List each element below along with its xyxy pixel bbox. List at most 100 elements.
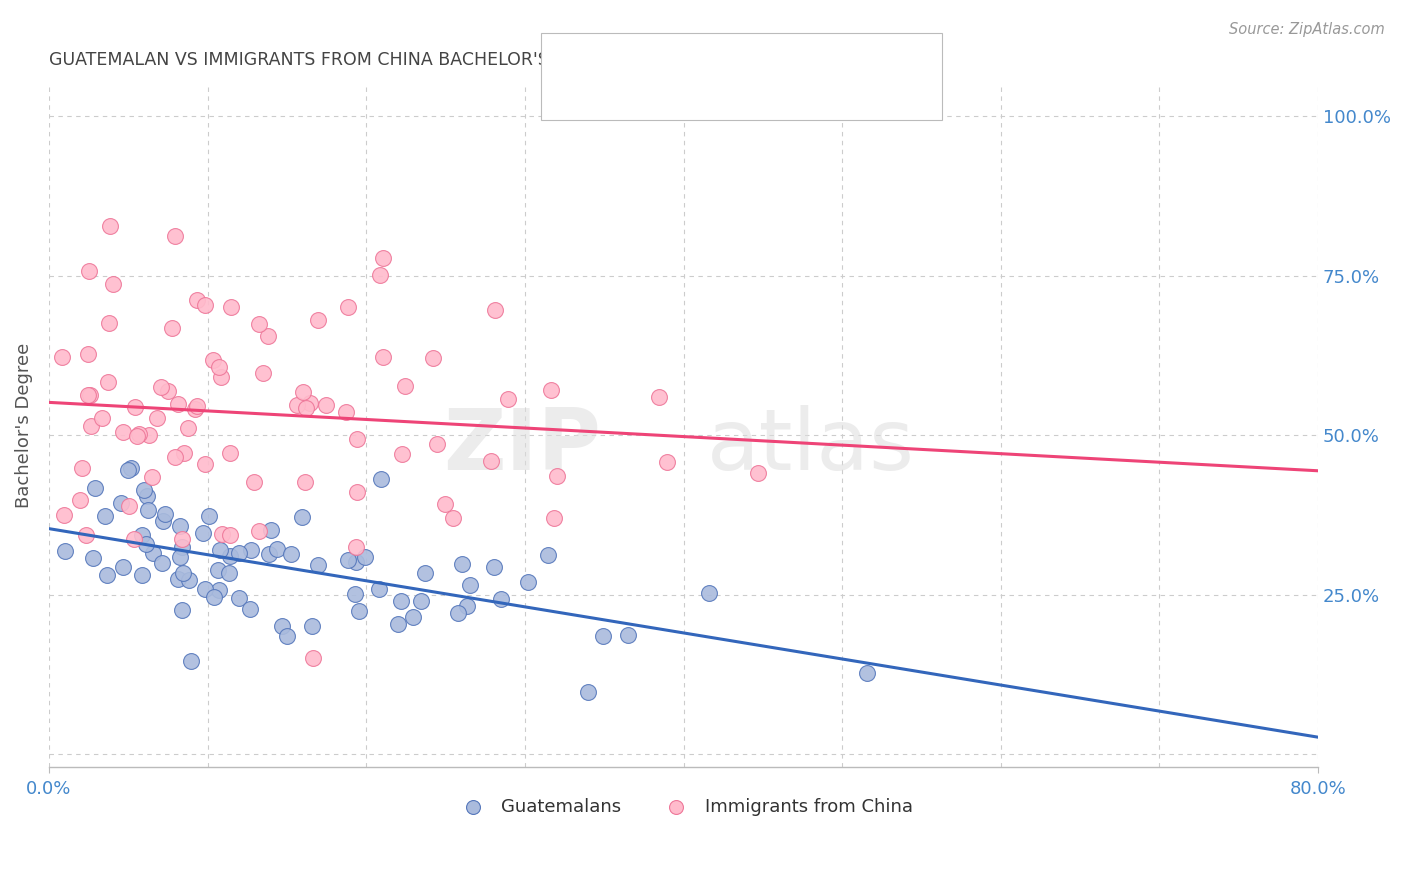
Point: [335, 405, 357, 419]
Point: [540, 383, 562, 397]
Point: [578, 685, 600, 699]
Point: [157, 384, 180, 398]
Text: atlas: atlas: [706, 405, 914, 488]
Point: [145, 410, 167, 425]
Point: [135, 490, 157, 504]
Point: [655, 455, 678, 469]
Point: [90, 411, 112, 425]
Point: [197, 508, 219, 523]
Point: [353, 550, 375, 565]
Point: [276, 629, 298, 643]
Point: [124, 400, 146, 414]
Point: [315, 398, 337, 412]
Point: [125, 429, 148, 443]
Point: [616, 628, 638, 642]
Point: [592, 629, 614, 643]
FancyBboxPatch shape: [557, 55, 589, 63]
Point: [208, 359, 231, 374]
Point: [169, 550, 191, 565]
Point: [218, 566, 240, 580]
Point: [186, 399, 208, 413]
Point: [219, 549, 242, 563]
Point: [648, 390, 671, 404]
Point: [219, 445, 242, 459]
Point: [456, 599, 478, 613]
Point: [371, 350, 394, 364]
Point: [294, 475, 316, 490]
Point: [131, 567, 153, 582]
Text: 81: 81: [832, 90, 858, 108]
Point: [193, 525, 215, 540]
Text: R =: R =: [609, 51, 647, 69]
Point: [259, 523, 281, 537]
Point: [336, 300, 359, 314]
Point: [543, 511, 565, 525]
Point: [308, 312, 330, 326]
Point: [124, 532, 146, 546]
Point: [72, 460, 94, 475]
Point: [97, 375, 120, 389]
Point: [484, 302, 506, 317]
Point: [135, 537, 157, 551]
Point: [460, 578, 482, 592]
Point: [299, 395, 322, 409]
Text: -0.622: -0.622: [658, 51, 723, 69]
Point: [389, 594, 412, 608]
Point: [257, 329, 280, 343]
Point: [172, 602, 194, 616]
FancyBboxPatch shape: [557, 95, 589, 103]
Point: [346, 432, 368, 446]
Point: [292, 385, 315, 400]
Point: [149, 380, 172, 394]
Point: [194, 298, 217, 312]
Point: [96, 567, 118, 582]
Point: [79, 388, 101, 402]
Point: [98, 219, 121, 233]
Point: [120, 461, 142, 475]
Point: [208, 583, 231, 598]
Point: [180, 654, 202, 668]
Point: [208, 543, 231, 558]
Point: [152, 514, 174, 528]
Point: [51, 350, 73, 364]
Point: [128, 426, 150, 441]
Point: [103, 277, 125, 291]
Text: N =: N =: [751, 90, 803, 108]
Point: [153, 508, 176, 522]
Point: [194, 582, 217, 596]
Point: [285, 398, 308, 412]
Point: [75, 528, 97, 542]
Point: [94, 508, 117, 523]
Point: [173, 446, 195, 460]
Point: [131, 528, 153, 542]
Point: [77, 264, 100, 278]
Point: [301, 651, 323, 665]
Point: [117, 499, 139, 513]
Point: [394, 378, 416, 392]
Point: [239, 601, 262, 615]
Text: ZIP: ZIP: [443, 405, 600, 488]
Text: Source: ZipAtlas.com: Source: ZipAtlas.com: [1229, 22, 1385, 37]
Point: [413, 566, 436, 581]
Point: [166, 397, 188, 411]
Point: [219, 300, 242, 314]
Point: [280, 547, 302, 561]
Point: [337, 553, 360, 567]
Point: [209, 370, 232, 384]
Point: [259, 547, 281, 561]
Point: [162, 320, 184, 334]
Point: [367, 582, 389, 596]
Point: [370, 472, 392, 486]
Point: [211, 526, 233, 541]
Point: [391, 447, 413, 461]
Text: 74: 74: [832, 51, 858, 69]
Point: [117, 462, 139, 476]
Point: [207, 563, 229, 577]
Point: [141, 469, 163, 483]
Point: [307, 558, 329, 572]
Text: GUATEMALAN VS IMMIGRANTS FROM CHINA BACHELOR'S DEGREE CORRELATION CHART: GUATEMALAN VS IMMIGRANTS FROM CHINA BACH…: [49, 51, 820, 69]
Point: [136, 502, 159, 516]
Point: [249, 524, 271, 538]
Point: [167, 572, 190, 586]
Point: [697, 586, 720, 600]
